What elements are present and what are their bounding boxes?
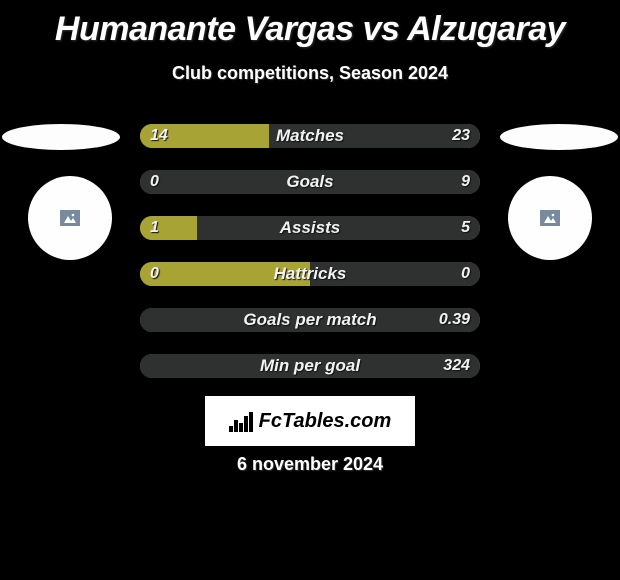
stats-bars: 14 Matches 23 0 Goals 9 1 Assists 5 0 Ha…: [140, 124, 480, 400]
stat-label: Goals: [140, 170, 480, 194]
stat-value-right: 23: [452, 124, 470, 148]
stat-value-right: 9: [461, 170, 470, 194]
page-title: Humanante Vargas vs Alzugaray: [0, 0, 620, 49]
stat-row: 14 Matches 23: [140, 124, 480, 148]
stat-label: Matches: [140, 124, 480, 148]
player-left-ellipse: [2, 124, 120, 150]
image-placeholder-icon: [540, 210, 560, 226]
stat-row: 1 Assists 5: [140, 216, 480, 240]
stat-row: 0 Hattricks 0: [140, 262, 480, 286]
stat-value-right: 5: [461, 216, 470, 240]
stat-label: Min per goal: [140, 354, 480, 378]
brand-text: FcTables.com: [259, 410, 392, 433]
image-placeholder-icon: [60, 210, 80, 226]
page-subtitle: Club competitions, Season 2024: [0, 63, 620, 84]
stat-label: Goals per match: [140, 308, 480, 332]
stat-row: Min per goal 324: [140, 354, 480, 378]
stat-row: Goals per match 0.39: [140, 308, 480, 332]
stat-value-right: 0.39: [439, 308, 470, 332]
player-right-avatar: [508, 176, 592, 260]
stat-row: 0 Goals 9: [140, 170, 480, 194]
stat-value-right: 324: [443, 354, 470, 378]
player-right-ellipse: [500, 124, 618, 150]
date-text: 6 november 2024: [0, 454, 620, 475]
chart-icon: [229, 410, 253, 432]
stat-label: Hattricks: [140, 262, 480, 286]
stat-label: Assists: [140, 216, 480, 240]
player-left-avatar: [28, 176, 112, 260]
stat-value-right: 0: [461, 262, 470, 286]
brand-badge: FcTables.com: [205, 396, 415, 446]
